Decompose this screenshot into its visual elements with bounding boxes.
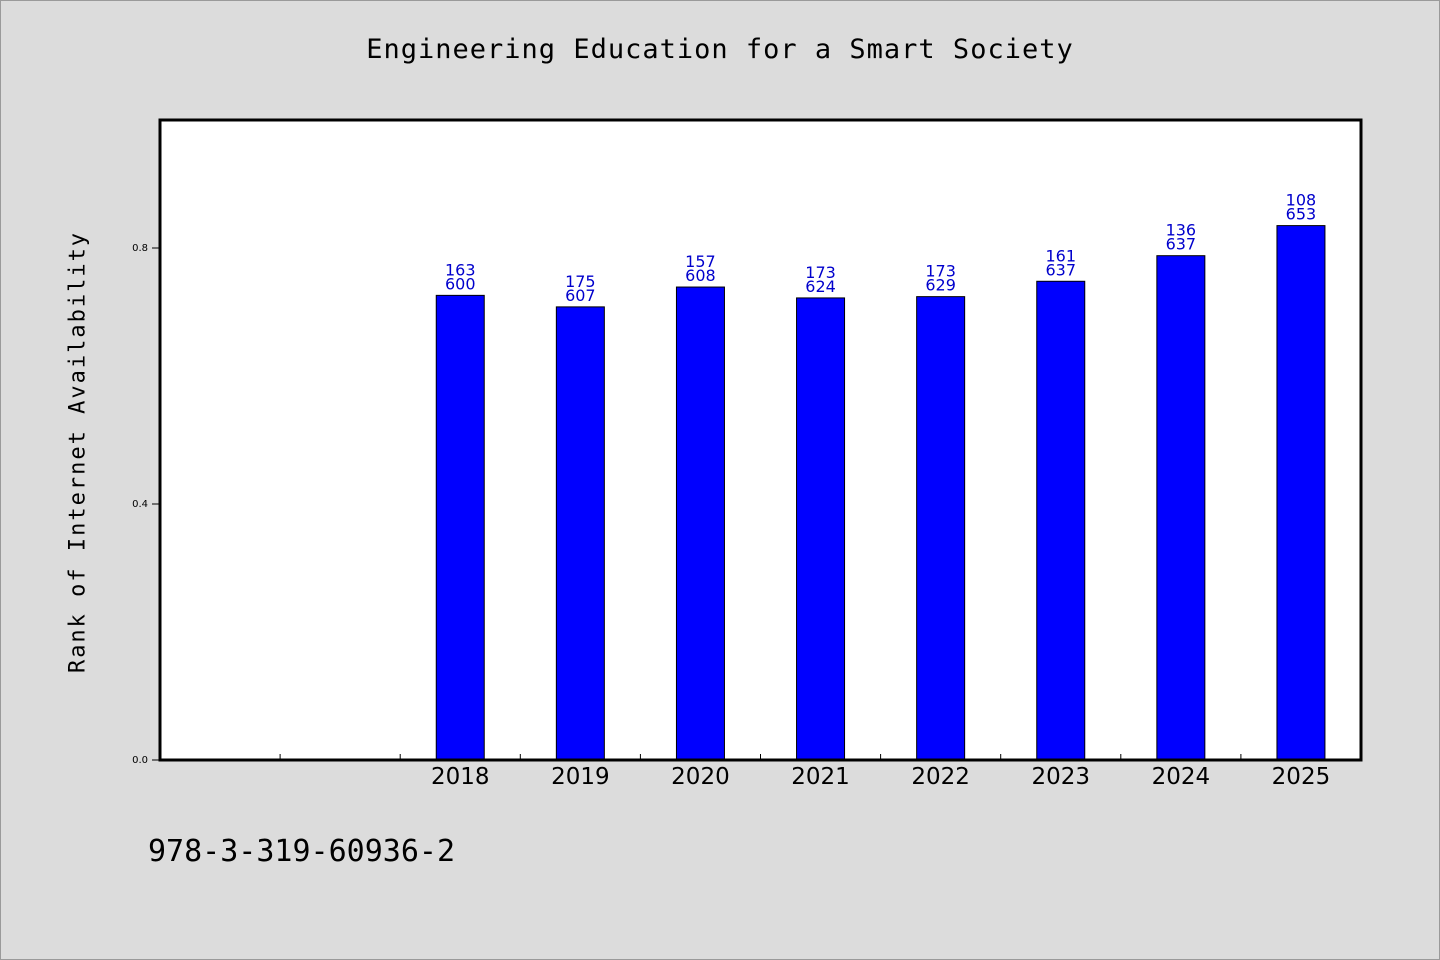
y-tick-label: 0.0	[132, 755, 148, 766]
bar-label-top: 136	[1166, 221, 1197, 240]
x-tick-label: 2025	[1272, 764, 1331, 790]
bar-label-top: 175	[565, 272, 596, 291]
chart-title: Engineering Education for a Smart Societ…	[366, 34, 1074, 65]
bar-label-bottom: 637	[1045, 260, 1076, 279]
bar-label-top: 157	[685, 252, 716, 271]
bar-label-top: 161	[1045, 246, 1076, 265]
y-tick-label: 0.8	[132, 243, 148, 254]
bar-label-bottom: 624	[805, 277, 836, 296]
bar-label-top: 173	[805, 263, 836, 282]
y-tick-label: 0.4	[132, 499, 148, 510]
plot-frame	[158, 118, 1363, 762]
bar	[1276, 225, 1326, 761]
x-tick-label: 2023	[1031, 764, 1090, 790]
bar-label-bottom: 637	[1166, 235, 1197, 254]
bar-label-top: 108	[1286, 191, 1317, 210]
bar-label-top: 173	[925, 262, 956, 281]
bar	[435, 294, 485, 761]
bar-label-bottom: 608	[685, 266, 716, 285]
x-tick-label: 2024	[1152, 764, 1211, 790]
x-tick-label: 2019	[551, 764, 610, 790]
bar	[916, 296, 966, 761]
bar-label-bottom: 653	[1286, 205, 1317, 224]
bar-label-bottom: 600	[445, 274, 476, 293]
bar	[555, 306, 605, 761]
bar	[675, 286, 725, 761]
x-tick-label: 2018	[431, 764, 490, 790]
x-tick-label: 2021	[791, 764, 850, 790]
bar-label-bottom: 629	[925, 276, 956, 295]
bars-layer	[435, 225, 1326, 761]
bar	[1156, 255, 1206, 761]
labels-layer: 1636002018175607201915760820201736242021…	[431, 191, 1330, 790]
bar	[1036, 280, 1086, 761]
y-axis-label: Rank of Internet Availability	[65, 230, 91, 674]
x-tick-label: 2022	[911, 764, 970, 790]
footer-isbn: 978-3-319-60936-2	[148, 834, 456, 869]
x-tick-label: 2020	[671, 764, 730, 790]
bar-label-bottom: 607	[565, 286, 596, 305]
bar	[796, 297, 846, 761]
bar-label-top: 163	[445, 260, 476, 279]
ticks-layer: 0.0 0.4 0.8	[132, 243, 1242, 766]
